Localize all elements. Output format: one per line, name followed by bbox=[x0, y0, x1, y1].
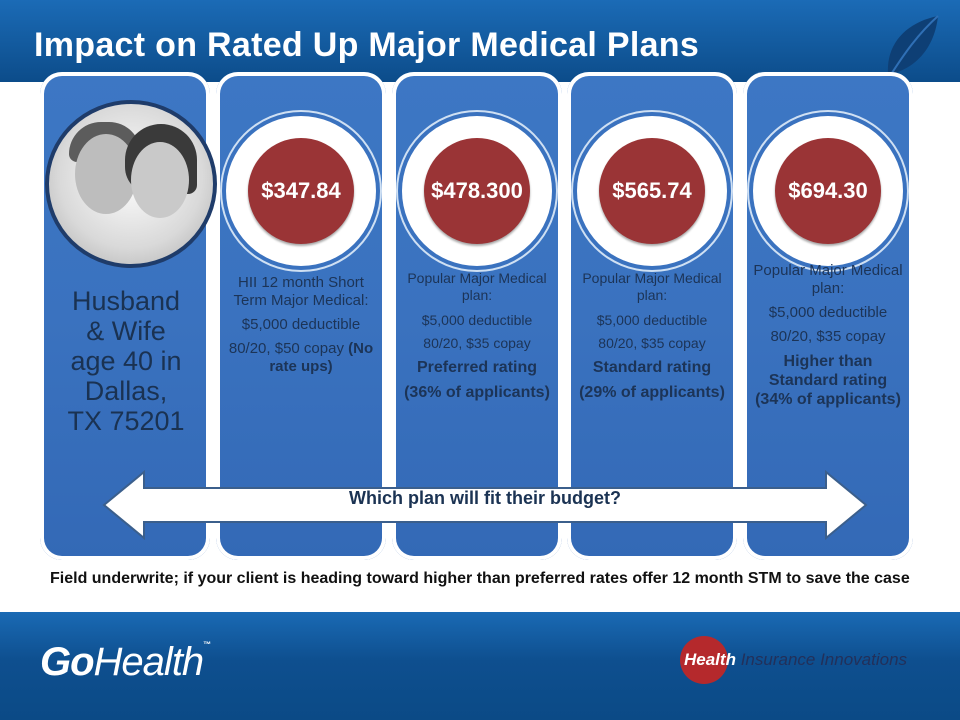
plan-2-rating: Preferred rating bbox=[416, 359, 538, 376]
plan-1-details: HII 12 month Short Term Major Medical: $… bbox=[226, 274, 376, 376]
plan-1-copay: 80/20, $50 copay bbox=[228, 340, 344, 357]
double-arrow-icon bbox=[102, 470, 868, 540]
plan-2-details: Popular Major Medical plan: $5,000 deduc… bbox=[402, 270, 552, 402]
price-4: $694.30 bbox=[775, 138, 881, 244]
plan-3-share: (29% of applicants) bbox=[579, 384, 725, 401]
page-title: Impact on Rated Up Major Medical Plans bbox=[34, 26, 700, 64]
plan-2-deductible: $5,000 deductible bbox=[421, 312, 533, 328]
plan-1-name: HII 12 month Short Term Major Medical: bbox=[233, 274, 369, 309]
plan-4-rating: Higher than Standard rating (34% of appl… bbox=[755, 353, 901, 408]
profile-description: Husband & Wife age 40 in Dallas, TX 7520… bbox=[67, 286, 185, 436]
plan-3-name: Popular Major Medical plan: bbox=[582, 270, 722, 303]
price-1: $347.84 bbox=[248, 138, 354, 244]
plan-1-rateups: (No rate ups) bbox=[269, 340, 374, 375]
couple-photo bbox=[45, 100, 217, 268]
plan-3-copay: 80/20, $35 copay bbox=[598, 335, 706, 351]
header-bar bbox=[0, 0, 960, 82]
hii-logo: Health Insurance Innovations bbox=[680, 636, 920, 686]
plan-4-copay: 80/20, $35 copay bbox=[770, 328, 886, 345]
footer-bar bbox=[0, 612, 960, 720]
leaf-logo-icon bbox=[887, 15, 939, 77]
price-2: $478.300 bbox=[424, 138, 530, 244]
plan-1-deductible: $5,000 deductible bbox=[241, 316, 361, 333]
price-badge-4: $694.30 bbox=[753, 116, 903, 266]
plan-4-name: Popular Major Medical plan: bbox=[753, 262, 903, 297]
price-badge-2: $478.300 bbox=[402, 116, 552, 266]
underwriting-note: Field underwrite; if your client is head… bbox=[50, 570, 910, 587]
plan-3-details: Popular Major Medical plan: $5,000 deduc… bbox=[577, 270, 727, 402]
plan-4-details: Popular Major Medical plan: $5,000 deduc… bbox=[753, 262, 903, 409]
plan-4-deductible: $5,000 deductible bbox=[768, 304, 888, 321]
plan-2-share: (36% of applicants) bbox=[404, 384, 550, 401]
price-3: $565.74 bbox=[599, 138, 705, 244]
hii-logo-circle-icon bbox=[680, 636, 728, 684]
gohealth-logo: GoHealth™ bbox=[40, 640, 211, 684]
plan-2-name: Popular Major Medical plan: bbox=[407, 270, 547, 303]
arrow-label: Which plan will fit their budget? bbox=[349, 488, 621, 508]
price-badge-1: $347.84 bbox=[226, 116, 376, 266]
plan-3-rating: Standard rating bbox=[592, 359, 712, 376]
plan-3-deductible: $5,000 deductible bbox=[596, 312, 708, 328]
price-badge-3: $565.74 bbox=[577, 116, 727, 266]
plan-2-copay: 80/20, $35 copay bbox=[423, 335, 531, 351]
